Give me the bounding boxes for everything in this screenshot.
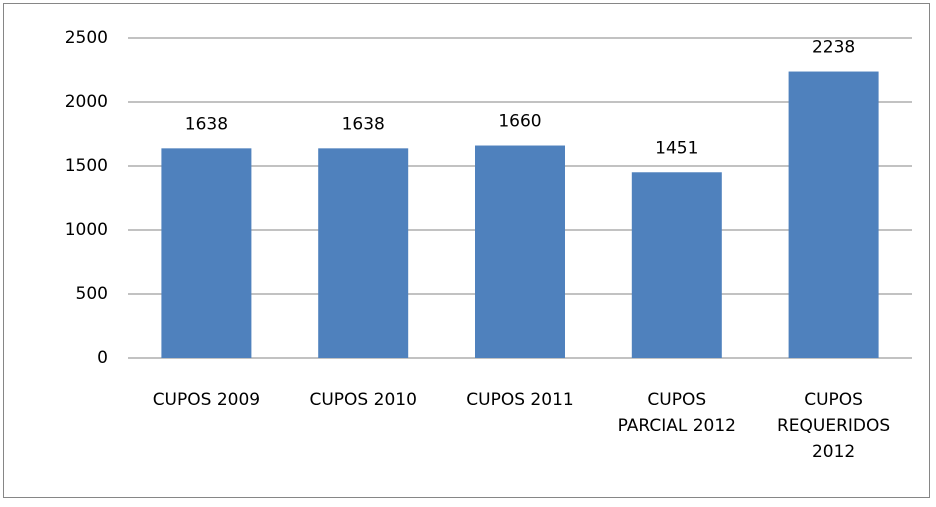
y-tick-label: 500 (76, 284, 108, 304)
bar (631, 172, 722, 358)
x-tick-label: CUPOS 2010 (309, 390, 416, 410)
x-tick-label: CUPOS REQUERIDOS 2012 (777, 390, 890, 462)
y-tick-label: 0 (97, 348, 108, 368)
bar (161, 148, 252, 358)
bar (475, 145, 565, 358)
bar (318, 148, 409, 358)
data-label: 1638 (185, 114, 228, 134)
data-label: 2238 (812, 38, 855, 58)
y-tick-label: 2500 (65, 28, 108, 48)
bar (788, 71, 879, 358)
x-tick-label: CUPOS PARCIAL 2012 (618, 390, 736, 436)
data-label: 1638 (342, 114, 385, 134)
y-tick-label: 1000 (65, 220, 108, 240)
data-label: 1660 (498, 112, 541, 132)
data-label: 1451 (655, 138, 698, 158)
y-tick-label: 2000 (65, 92, 108, 112)
x-tick-label: CUPOS 2009 (153, 390, 260, 410)
y-tick-label: 1500 (65, 156, 108, 176)
chart-frame (3, 3, 930, 498)
x-tick-label: CUPOS 2011 (466, 390, 573, 410)
